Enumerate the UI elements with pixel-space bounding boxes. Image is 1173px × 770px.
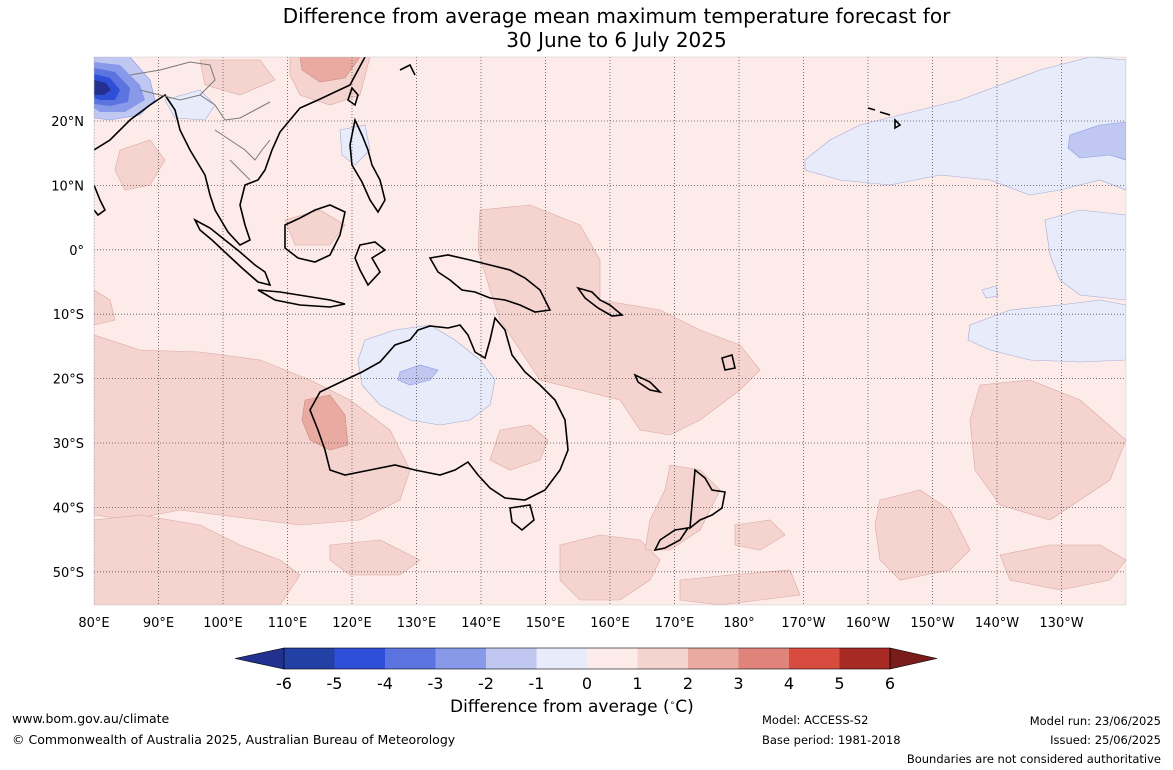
- longitude-label: 100°E: [203, 616, 243, 631]
- latitude-label: 50°S: [53, 566, 84, 581]
- longitude-label: 170°E: [655, 616, 695, 631]
- colorbar-segment: [334, 648, 386, 669]
- colorbar-segment: [486, 648, 537, 669]
- latitude-labels: 20°N 10°N 0° 10°S 20°S 30°S 40°S 50°S: [51, 115, 84, 581]
- longitude-label: 160°E: [590, 616, 630, 631]
- longitude-label: 150°E: [526, 616, 566, 631]
- colorbar-tick-label: 5: [834, 674, 845, 693]
- longitude-label: 150°W: [910, 616, 954, 631]
- country-boundaries: [129, 61, 271, 181]
- colorbar-frame: [283, 647, 891, 670]
- latitude-label: 10°N: [51, 179, 84, 194]
- longitude-label: 140°E: [461, 616, 501, 631]
- colorbar-tick-label: 2: [682, 674, 694, 693]
- colorbar-segment: [789, 648, 840, 669]
- longitude-label: 110°E: [268, 616, 308, 631]
- map-frame: [93, 56, 1127, 606]
- longitude-label: 140°W: [975, 616, 1019, 631]
- colorbar-segment: [536, 648, 588, 669]
- longitude-label: 90°E: [143, 616, 174, 631]
- longitude-label: 80°E: [78, 616, 109, 631]
- colorbar-arrow-low: [234, 647, 285, 670]
- warm-anomaly-1-2: [94, 57, 1126, 605]
- colorbar-tick-label: 3: [733, 674, 744, 693]
- warm-anomaly-2-3: [299, 57, 361, 451]
- longitude-label: 160°W: [846, 616, 890, 631]
- model-run-text: Model run: 23/06/2025: [1029, 714, 1161, 728]
- website-text: www.bom.gov.au/climate: [12, 711, 170, 726]
- latitude-label: 30°S: [53, 437, 84, 452]
- colorbar-arrow-high: [889, 647, 938, 670]
- latitude-label: 20°N: [51, 115, 84, 130]
- latitude-label: 10°S: [53, 308, 84, 323]
- colorbar-segment: [587, 648, 638, 669]
- model-text: Model: ACCESS-S2: [762, 713, 869, 727]
- title-line-2: 30 June to 6 July 2025: [506, 28, 727, 52]
- colorbar-tick-label: 6: [884, 674, 896, 693]
- coastlines: [94, 57, 902, 552]
- colorbar-tick-label: -5: [326, 674, 343, 693]
- colorbar-tick-label: -4: [377, 674, 393, 693]
- anomaly-fields: [94, 57, 1126, 605]
- colorbar-segment: [688, 648, 739, 669]
- issued-text: Issued: 25/06/2025: [1050, 733, 1161, 747]
- colorbar-segment: [435, 648, 487, 669]
- colorbar-tick-label: -1: [528, 674, 545, 693]
- colorbar-tick-label: -2: [478, 674, 494, 693]
- longitude-label: 120°E: [332, 616, 372, 631]
- colorbar-segment: [738, 648, 790, 669]
- title-line-1: Difference from average mean maximum tem…: [282, 4, 951, 28]
- longitude-labels: 80°E 90°E 100°E 110°E 120°E 130°E 140°E 150°E 16…: [78, 616, 1083, 631]
- graticule: [94, 57, 1126, 605]
- colorbar-tick-label: -3: [427, 674, 444, 693]
- latitude-label: 20°S: [53, 373, 84, 388]
- copyright-text: © Commonwealth of Australia 2025, Austra…: [12, 732, 456, 747]
- colorbar-segment: [385, 648, 436, 669]
- base-period-text: Base period: 1981-2018: [762, 733, 901, 747]
- disclaimer-text: Boundaries are not considered authoritat…: [906, 752, 1161, 766]
- longitude-label: 170°W: [781, 616, 825, 631]
- colorbar: [234, 647, 938, 670]
- longitude-label: 130°E: [397, 616, 437, 631]
- longitude-label: 130°W: [1039, 616, 1083, 631]
- colorbar-title: Difference from average (∘C): [450, 697, 694, 717]
- latitude-label: 40°S: [53, 501, 84, 516]
- colorbar-tick-label: 1: [632, 674, 643, 693]
- cool-anomaly-minus-5-6: [94, 80, 111, 95]
- colorbar-tick-label: 4: [783, 674, 795, 693]
- colorbar-segment: [284, 648, 335, 669]
- longitude-label: 180°: [723, 616, 754, 631]
- colorbar-segment: [839, 648, 891, 669]
- colorbar-segment: [637, 648, 689, 669]
- colorbar-tick-label: 0: [581, 674, 593, 693]
- colorbar-tick-label: -6: [276, 674, 292, 693]
- map-title: Difference from average mean maximum tem…: [0, 4, 1173, 52]
- latitude-label: 0°: [69, 244, 84, 259]
